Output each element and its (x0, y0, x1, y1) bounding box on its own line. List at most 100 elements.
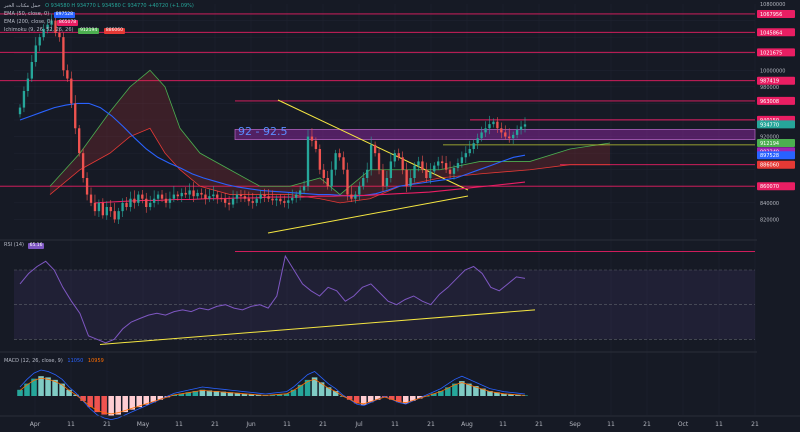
macd-hist-bar (178, 393, 185, 396)
price-tag-text: 912194 (760, 141, 779, 147)
macd-hist-bar (431, 393, 437, 396)
candle-body (310, 136, 314, 141)
macd-hist-bar (360, 396, 367, 405)
candle-body (500, 128, 503, 133)
macd-value-2: 10959 (87, 358, 104, 364)
candle-body (188, 190, 191, 195)
macd-hist-bar (459, 381, 465, 396)
macd-hist-bar (388, 396, 395, 400)
candle-body (519, 126, 523, 130)
candle-body (298, 190, 302, 195)
candle-body (164, 198, 168, 203)
candle-body (338, 153, 341, 158)
candlestick-series (18, 12, 527, 224)
macd-hist-bar (487, 391, 493, 396)
ichimoku-label: Ichimoku (9, 26, 52, 26, 26) (4, 27, 74, 33)
price-tag-text: 820000 (760, 217, 779, 223)
ema200-label: EMA (200, close, 0) (4, 19, 53, 25)
candle-body (342, 157, 345, 170)
candle-body (141, 194, 144, 199)
macd-hist-bar (122, 396, 128, 413)
macd-hist-bar (269, 394, 276, 396)
candle-body (22, 91, 26, 108)
macd-hist-bar (136, 396, 143, 408)
candle-body (255, 198, 258, 203)
macd-hist-bar (17, 389, 23, 396)
candle-body (125, 202, 128, 207)
x-tick-label: 21 (427, 421, 435, 428)
candle-body (433, 165, 436, 172)
candle-body (417, 161, 420, 166)
ema50-label: EMA (50, close, 0) (4, 11, 50, 17)
ichimoku-legend[interactable]: Ichimoku (9, 26, 52, 26, 26) 912194 8860… (4, 27, 128, 34)
price-tag (757, 151, 795, 160)
symbol-name[interactable]: حمل مكثات الخبر (4, 3, 41, 9)
x-tick-label: 11 (175, 421, 183, 428)
candle-body (421, 161, 424, 170)
candle-body (448, 169, 452, 174)
candle-body (425, 169, 428, 178)
macd-hist-bar (87, 396, 93, 408)
candle-body (464, 153, 467, 158)
macd-hist-bar (192, 391, 199, 396)
candle-body (437, 161, 440, 166)
candle-body (488, 124, 491, 129)
x-tick-label: 11 (391, 421, 399, 428)
candle-body (480, 132, 483, 139)
candle-body (373, 144, 377, 154)
macd-hist-bar (234, 392, 241, 396)
candle-body (18, 107, 22, 115)
candle-body (129, 198, 132, 207)
candle-body (247, 198, 251, 202)
candle-body (235, 194, 239, 199)
x-tick-label: Sep (569, 421, 581, 428)
candle-body (208, 196, 211, 199)
x-tick-label: 11 (607, 421, 615, 428)
candle-body (156, 194, 160, 199)
candle-body (243, 196, 247, 199)
macd-hist-bar (115, 396, 121, 415)
candle-body (42, 28, 45, 38)
price-tag-text: 886060 (760, 163, 779, 169)
candle-body (330, 169, 333, 187)
rsi-line (19, 254, 526, 344)
x-tick-label: 11 (715, 421, 723, 428)
candle-body (89, 194, 93, 203)
macd-hist-bar (290, 389, 297, 396)
macd-hist-bar (241, 393, 248, 396)
price-tag-text: 1067956 (760, 12, 782, 18)
price-tag-text: 10800000 (760, 2, 785, 8)
candle-body (283, 201, 286, 203)
macd-hist-bar (150, 396, 157, 403)
macd-hist-bar (199, 389, 206, 396)
ohlc-values: O 934580 H 934770 L 934580 C 934770 +407… (45, 3, 194, 9)
trendlines (267, 99, 469, 234)
price-axis[interactable]: 1080000010679561046000104586410200000102… (757, 0, 800, 415)
candle-body (216, 194, 219, 198)
candle-body (496, 121, 499, 129)
candle-body (62, 37, 65, 71)
x-tick-label: Jun (245, 421, 256, 428)
x-tick-label: May (137, 421, 150, 428)
candle-body (168, 198, 172, 203)
x-tick-label: 11 (499, 421, 507, 428)
candle-body (145, 198, 148, 207)
time-axis[interactable]: Apr 11 21 May 11 21 Jun 11 21 Jul 11 21 Aug 11 21 Sep 11… (0, 415, 800, 428)
rsi-legend[interactable]: RSI (14) 65.16 (4, 242, 45, 249)
ema50-legend[interactable]: EMA (50, close, 0) 897528 (4, 11, 78, 18)
candle-body (413, 165, 416, 178)
candle-body (389, 161, 393, 178)
candle-body (97, 202, 101, 212)
ema200-legend[interactable]: EMA (200, close, 0) 865078 (4, 19, 81, 26)
macd-hist-bar (108, 396, 114, 416)
price-tag (757, 96, 795, 105)
candle-body (444, 163, 448, 170)
macd-hist-bar (171, 394, 178, 396)
candle-body (176, 194, 179, 197)
cloud-span-a (49, 69, 611, 196)
macd-legend[interactable]: MACD (12, 26, close, 9) 11050 10959 (4, 358, 104, 364)
macd-hist-bar (220, 391, 227, 396)
candle-body (137, 194, 140, 203)
macd-hist-bar (508, 394, 514, 396)
